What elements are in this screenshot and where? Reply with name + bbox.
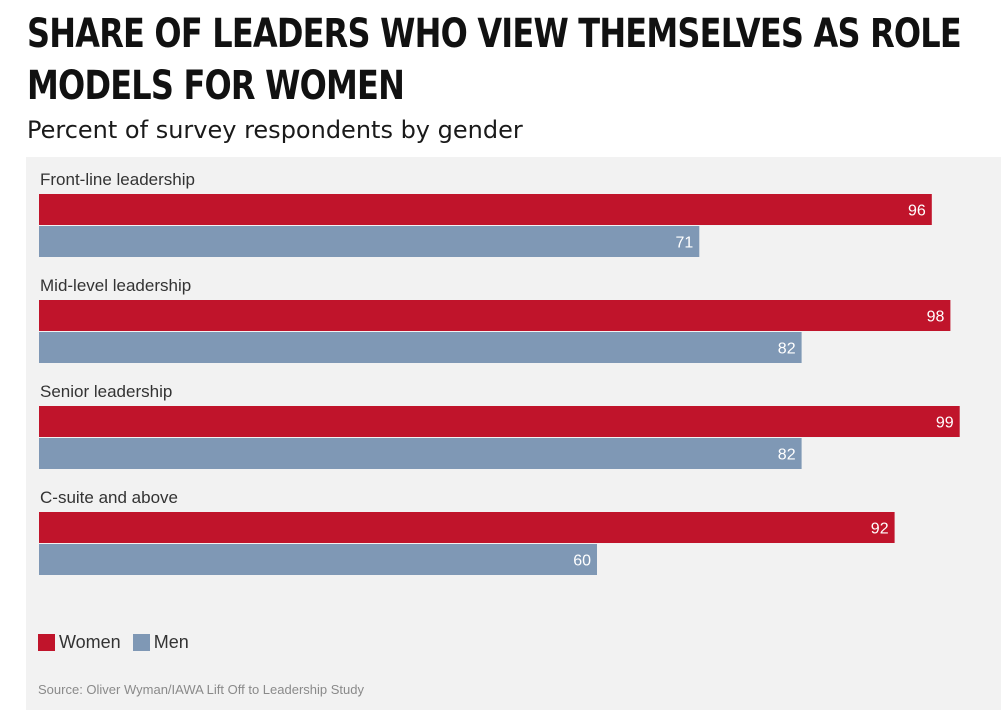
bar-women-senior-leadership bbox=[39, 406, 960, 437]
legend-item-women: Women bbox=[38, 632, 121, 653]
bar-men-senior-leadership bbox=[39, 438, 802, 469]
legend-label-men: Men bbox=[153, 632, 189, 652]
bar-men-c-suite-and-above bbox=[39, 544, 597, 575]
value-label-women-mid-level-leadership: 98 bbox=[927, 309, 945, 326]
bar-women-c-suite-and-above bbox=[39, 512, 895, 543]
legend-item-men: Men bbox=[132, 632, 189, 653]
category-label-front-line-leadership: Front-line leadership bbox=[40, 170, 195, 189]
value-label-men-c-suite-and-above: 60 bbox=[573, 553, 591, 570]
value-label-men-mid-level-leadership: 82 bbox=[778, 341, 796, 358]
value-label-men-senior-leadership: 82 bbox=[778, 447, 796, 464]
chart-panel: Front-line leadership 96 71 Mid-level leade… bbox=[26, 157, 1001, 710]
legend-swatch-women bbox=[38, 634, 55, 651]
bar-women-mid-level-leadership bbox=[39, 300, 951, 331]
value-label-women-senior-leadership: 99 bbox=[936, 415, 954, 432]
bar-women-front-line-leadership bbox=[39, 194, 932, 225]
category-label-mid-level-leadership: Mid-level leadership bbox=[40, 276, 191, 295]
value-label-women-c-suite-and-above: 92 bbox=[871, 521, 889, 538]
bar-men-mid-level-leadership bbox=[39, 332, 802, 363]
bar-chart: Front-line leadership 96 71 Mid-level leade… bbox=[39, 170, 960, 575]
legend-label-women: Women bbox=[59, 632, 121, 652]
category-label-c-suite-and-above: C-suite and above bbox=[40, 488, 178, 507]
legend: Women Men bbox=[38, 632, 201, 653]
value-label-women-front-line-leadership: 96 bbox=[908, 203, 926, 220]
bar-men-front-line-leadership bbox=[39, 226, 700, 257]
chart-title: SHARE OF LEADERS WHO VIEW THEMSELVES AS … bbox=[27, 8, 962, 112]
chart-title-line-2: MODELS FOR WOMEN bbox=[27, 63, 405, 109]
category-label-senior-leadership: Senior leadership bbox=[40, 382, 172, 401]
legend-swatch-men bbox=[132, 634, 150, 651]
chart-title-line-1: SHARE OF LEADERS WHO VIEW THEMSELVES AS … bbox=[27, 11, 962, 57]
value-label-men-front-line-leadership: 71 bbox=[676, 235, 694, 252]
chart-subtitle: Percent of survey respondents by gender bbox=[27, 116, 523, 144]
source-note: Source: Oliver Wyman/IAWA Lift Off to Le… bbox=[38, 682, 364, 697]
